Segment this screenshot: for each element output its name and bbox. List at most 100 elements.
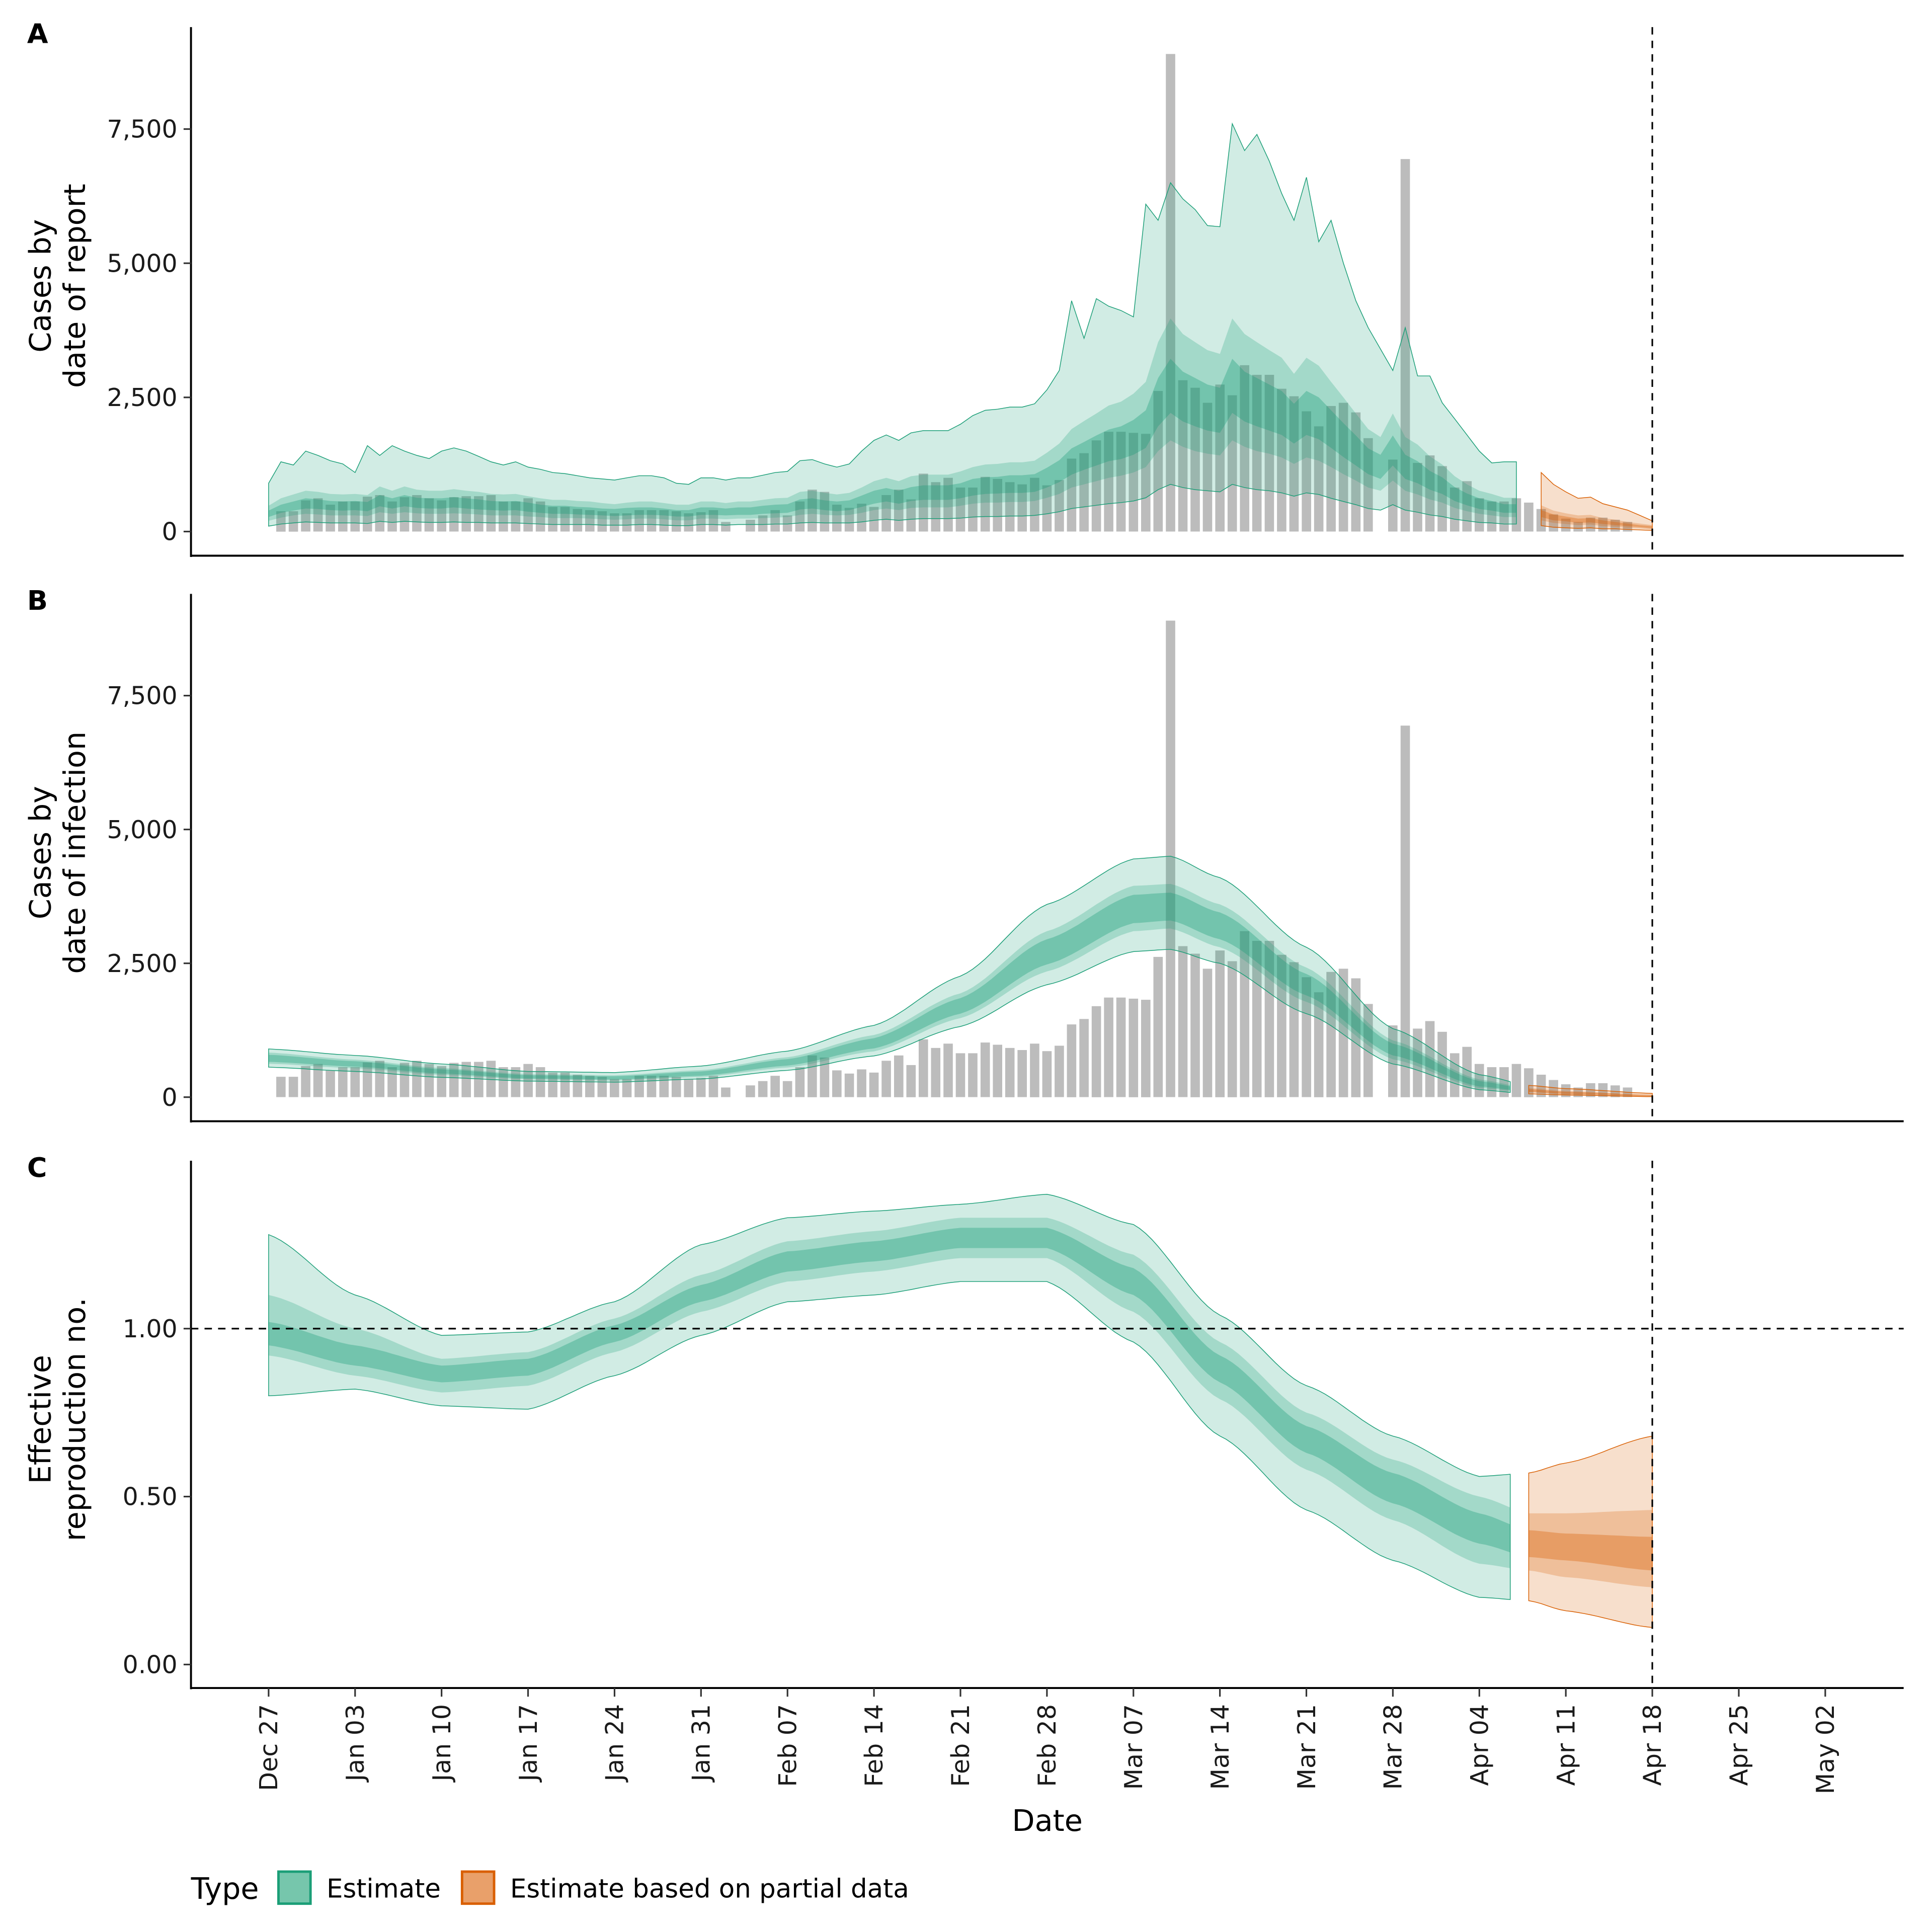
y-tick-label: 0	[162, 1083, 177, 1112]
bar	[1264, 374, 1274, 532]
bar	[622, 1079, 632, 1097]
legend-label-estimate: Estimate	[327, 1874, 441, 1904]
bar	[770, 510, 780, 532]
bar	[1166, 620, 1175, 1097]
partial-band-20	[1541, 510, 1653, 529]
bar	[1413, 1028, 1422, 1097]
bar	[1487, 501, 1497, 532]
bar	[1116, 432, 1126, 532]
y-axis-label-c-line1: Effective	[23, 1355, 57, 1484]
bar	[1178, 946, 1188, 1097]
bar	[288, 1077, 298, 1097]
bar	[1030, 477, 1039, 532]
bar	[696, 1078, 706, 1097]
x-tick-label: Jan 24	[601, 1704, 629, 1783]
x-tick-label: Feb 21	[946, 1704, 975, 1787]
bar	[770, 1076, 780, 1097]
bar	[1277, 388, 1286, 532]
bar	[659, 1076, 669, 1097]
bar	[1264, 941, 1274, 1097]
bar	[1388, 1025, 1398, 1097]
bar	[869, 507, 879, 532]
bar	[1017, 1050, 1027, 1097]
bar	[301, 500, 310, 532]
bar	[387, 501, 397, 532]
bar	[449, 1063, 459, 1097]
bar	[918, 473, 928, 532]
bar	[276, 1077, 286, 1097]
bar	[1302, 977, 1311, 1097]
y-tick-label: 2,500	[107, 949, 177, 978]
legend-label-partial: Estimate based on partial data	[510, 1874, 909, 1904]
partial-band-50	[1528, 1088, 1653, 1097]
bar	[1511, 1064, 1521, 1097]
bar	[931, 1048, 941, 1097]
estimate-band-20	[268, 1228, 1510, 1553]
bar	[993, 1044, 1002, 1097]
bar	[1302, 411, 1311, 532]
x-tick-label: Mar 28	[1379, 1704, 1407, 1790]
bar	[412, 495, 422, 532]
bar	[1104, 432, 1113, 532]
x-tick-label: Jan 17	[514, 1704, 543, 1783]
bar	[1227, 961, 1237, 1097]
bar	[560, 507, 570, 532]
bar	[968, 488, 978, 532]
panel-label-b: B	[27, 585, 48, 616]
bar	[906, 499, 916, 532]
x-tick-label: Mar 21	[1293, 1704, 1321, 1790]
bar	[412, 1061, 422, 1097]
bar	[338, 501, 348, 532]
y-tick-label: 0	[162, 518, 177, 546]
bar	[844, 1073, 854, 1097]
bar	[955, 488, 965, 532]
estimate-band-50	[268, 318, 1516, 521]
bar	[424, 1064, 434, 1097]
bar	[758, 1081, 768, 1097]
bar	[1437, 466, 1447, 532]
bar	[1400, 159, 1410, 532]
bar	[1561, 1084, 1571, 1097]
plot-area-a: 0 2,500 5,000 7,500	[107, 27, 1904, 557]
bar	[684, 1079, 694, 1097]
bar	[350, 1067, 360, 1097]
bar	[808, 490, 817, 532]
bar	[746, 1085, 755, 1097]
bar	[499, 1067, 508, 1097]
bar	[857, 504, 866, 532]
x-tick-label: Jan 10	[428, 1704, 456, 1783]
bar	[696, 512, 706, 532]
bar	[943, 477, 953, 532]
bar	[1351, 412, 1361, 532]
bar	[1425, 455, 1435, 532]
bar	[820, 492, 830, 532]
y-tick-label: 7,500	[107, 682, 177, 710]
bar	[486, 495, 496, 532]
bar	[820, 1057, 830, 1097]
bar	[1202, 403, 1213, 532]
x-tick-label: Feb 07	[773, 1704, 802, 1787]
bar	[424, 498, 434, 532]
plot-area-b: 0 2,500 5,000 7,500	[107, 594, 1904, 1123]
bar	[573, 509, 583, 532]
bar	[1425, 1021, 1435, 1097]
estimate-band-20	[268, 359, 1516, 517]
y-tick-label: 7,500	[107, 115, 177, 144]
bar	[585, 510, 595, 532]
bar	[523, 1064, 533, 1097]
partial-band-20	[1528, 1530, 1653, 1571]
bar	[1079, 453, 1089, 532]
panel-label-c: C	[27, 1152, 47, 1183]
bar	[684, 513, 694, 532]
bar	[1091, 440, 1101, 532]
bar	[622, 513, 632, 532]
y-tick-label: 5,000	[107, 816, 177, 844]
bar	[1190, 387, 1200, 532]
bar	[399, 1063, 410, 1097]
bar	[1129, 998, 1139, 1097]
bar	[437, 500, 447, 532]
bar	[461, 1062, 471, 1097]
bar	[1190, 953, 1200, 1097]
bar	[1326, 406, 1336, 532]
bar	[659, 510, 669, 532]
